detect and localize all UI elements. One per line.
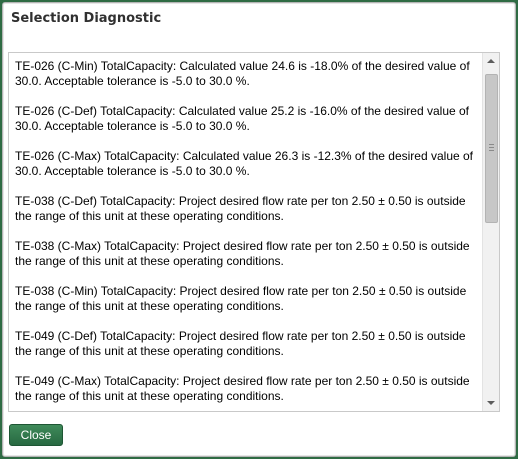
messages-list: TE-026 (C-Min) TotalCapacity: Calculated…	[15, 59, 477, 411]
arrow-down-icon	[487, 401, 495, 405]
message-item: TE-049 (C-Max) TotalCapacity: Project de…	[15, 374, 470, 403]
message-item: TE-049 (C-Def) TotalCapacity: Project de…	[15, 329, 466, 358]
dialog-title: Selection Diagnostic	[11, 11, 162, 26]
scrollbar-thumb[interactable]	[485, 74, 498, 223]
message-item: TE-026 (C-Max) TotalCapacity: Calculated…	[15, 149, 474, 178]
close-button[interactable]: Close	[9, 424, 63, 446]
messages-panel[interactable]: TE-026 (C-Min) TotalCapacity: Calculated…	[8, 52, 500, 412]
scroll-up-button[interactable]	[483, 53, 499, 69]
scroll-down-button[interactable]	[483, 395, 499, 411]
vertical-scrollbar[interactable]	[482, 53, 499, 411]
message-item: TE-026 (C-Min) TotalCapacity: Calculated…	[15, 59, 470, 88]
grip-icon	[489, 144, 494, 151]
message-item: TE-026 (C-Def) TotalCapacity: Calculated…	[15, 104, 470, 133]
message-item: TE-038 (C-Def) TotalCapacity: Project de…	[15, 194, 466, 223]
message-item: TE-038 (C-Max) TotalCapacity: Project de…	[15, 239, 470, 268]
arrow-up-icon	[487, 59, 495, 63]
message-item: TE-038 (C-Min) TotalCapacity: Project de…	[15, 284, 467, 313]
